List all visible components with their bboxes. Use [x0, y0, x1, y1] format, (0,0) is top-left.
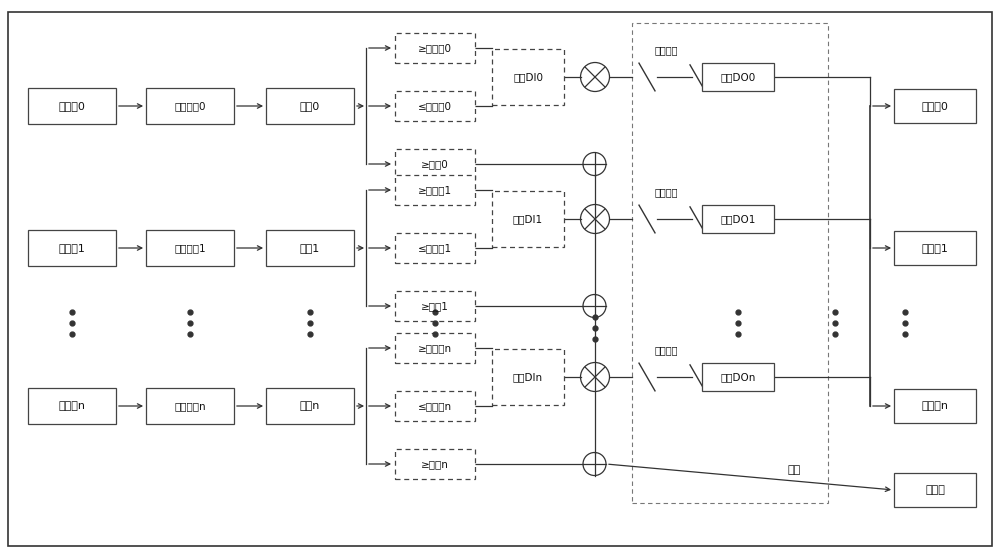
- Bar: [492, 191, 564, 247]
- Text: 使胎DO1: 使胎DO1: [720, 214, 756, 224]
- Bar: [395, 149, 475, 179]
- Bar: [894, 389, 976, 423]
- Bar: [395, 233, 475, 263]
- Text: 模拟采样n: 模拟采样n: [174, 401, 206, 411]
- Bar: [894, 89, 976, 123]
- Bar: [395, 33, 475, 63]
- Bar: [146, 388, 234, 424]
- Bar: [492, 349, 564, 405]
- Text: 温度1: 温度1: [300, 243, 320, 253]
- Bar: [492, 49, 564, 105]
- Bar: [266, 230, 354, 266]
- Text: 传感器n: 传感器n: [58, 401, 86, 411]
- Bar: [266, 388, 354, 424]
- Text: ≤下限共0: ≤下限共0: [418, 101, 452, 111]
- Bar: [146, 88, 234, 124]
- Text: 加热刨0: 加热刨0: [922, 101, 948, 111]
- Text: ≥上限共0: ≥上限共0: [418, 43, 452, 53]
- Text: 报警器: 报警器: [925, 485, 945, 495]
- Bar: [28, 88, 116, 124]
- Bar: [146, 230, 234, 266]
- Text: 使胎DIn: 使胎DIn: [513, 372, 543, 382]
- Text: 加热刨1: 加热刨1: [922, 243, 948, 253]
- Text: 紧急停止: 紧急停止: [655, 45, 679, 55]
- Bar: [894, 473, 976, 507]
- Bar: [395, 391, 475, 421]
- Text: ≥上限共1: ≥上限共1: [418, 185, 452, 195]
- Text: 使胎DO0: 使胎DO0: [720, 72, 756, 82]
- Text: 传感器0: 传感器0: [59, 101, 85, 111]
- Text: 使胎DI1: 使胎DI1: [513, 214, 543, 224]
- Bar: [395, 449, 475, 479]
- Text: ≥报警n: ≥报警n: [421, 459, 449, 469]
- Text: 加热器n: 加热器n: [922, 401, 948, 411]
- Bar: [894, 231, 976, 265]
- Text: ≥报警0: ≥报警0: [421, 159, 449, 169]
- Text: 模拟采样1: 模拟采样1: [174, 243, 206, 253]
- Text: 传感器1: 传感器1: [59, 243, 85, 253]
- Bar: [632, 23, 828, 503]
- Text: 报警: 报警: [788, 465, 801, 475]
- Bar: [395, 291, 475, 321]
- Text: 使胎DI0: 使胎DI0: [513, 72, 543, 82]
- Bar: [702, 63, 774, 91]
- Text: 温度n: 温度n: [300, 401, 320, 411]
- Bar: [395, 333, 475, 363]
- Bar: [28, 230, 116, 266]
- Bar: [702, 205, 774, 233]
- Text: 紧急停止: 紧急停止: [655, 345, 679, 355]
- Text: ≥上限射n: ≥上限射n: [418, 343, 452, 353]
- Text: 模拟采样0: 模拟采样0: [174, 101, 206, 111]
- Text: ≤下限射n: ≤下限射n: [418, 401, 452, 411]
- Bar: [28, 388, 116, 424]
- Text: 温度0: 温度0: [300, 101, 320, 111]
- Bar: [266, 88, 354, 124]
- Bar: [395, 175, 475, 205]
- Text: ≤下限共1: ≤下限共1: [418, 243, 452, 253]
- Bar: [702, 363, 774, 391]
- Text: ≥报警1: ≥报警1: [421, 301, 449, 311]
- Text: 紧急停止: 紧急停止: [655, 187, 679, 197]
- Bar: [395, 91, 475, 121]
- Text: 使胎DOn: 使胎DOn: [720, 372, 756, 382]
